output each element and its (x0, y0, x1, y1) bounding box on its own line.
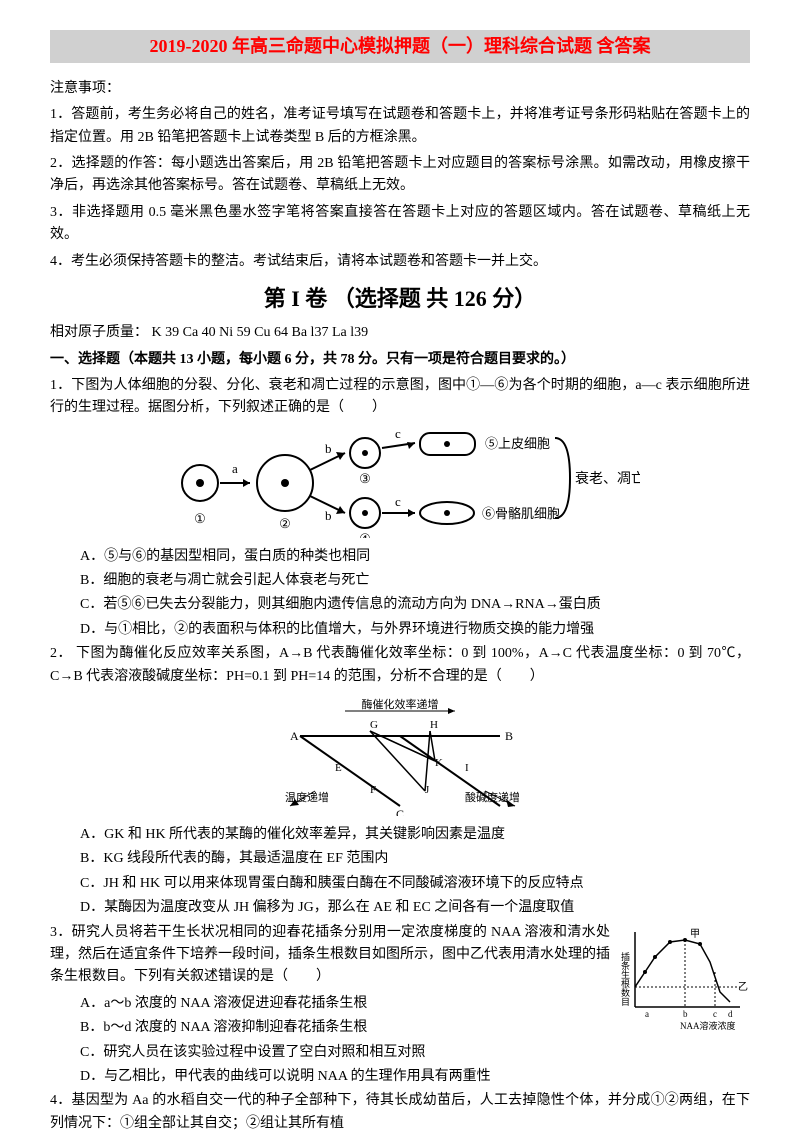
q1-opt-c: C．若⑤⑥已失去分裂能力，则其细胞内遗传信息的流动方向为 DNA→RNA→蛋白质 (50, 594, 750, 616)
notice-2: 2．选择题的作答：每小题选出答案后，用 2B 铅笔把答题卡上对应题目的答案标号涂… (50, 153, 750, 198)
svg-text:E: E (335, 762, 342, 774)
svg-text:a: a (232, 461, 238, 476)
svg-text:F: F (370, 784, 376, 796)
q2-opt-c: C．JH 和 HK 可以用来体现胃蛋白酶和胰蛋白酶在不同酸碱溶液环境下的反应特点 (50, 873, 750, 895)
notice-1: 1．答题前，考生务必将自己的姓名，准考证号填写在试题卷和答题卡上，并将准考证号条… (50, 104, 750, 149)
svg-text:B: B (505, 729, 513, 743)
q1-opt-b: B．细胞的衰老与凋亡就会引起人体衰老与死亡 (50, 570, 750, 592)
q1-opt-a: A．⑤与⑥的基因型相同，蛋白质的种类也相同 (50, 546, 750, 568)
svg-text:C: C (396, 807, 404, 816)
q2-opt-a: A．GK 和 HK 所代表的某酶的催化效率差异，其关键影响因素是温度 (50, 824, 750, 846)
svg-text:④: ④ (359, 531, 371, 538)
q3-chart: 甲 乙 a b c d 插条生根数目 NAA溶液浓度 (620, 922, 750, 1032)
notice-3: 3．非选择题用 0.5 毫米黑色墨水签字笔将答案直接答在答题卡上对应的答题区域内… (50, 202, 750, 247)
exam-title: 2019-2020 年高三命题中心模拟押题（一）理科综合试题 含答案 (50, 30, 750, 63)
q2-diagram: A B C G H E F J I K 酶催化效率递增 温度递增 酸碱度递增 (50, 696, 750, 816)
svg-text:d: d (728, 1009, 733, 1019)
svg-text:c: c (395, 494, 401, 509)
q1-diagram: ① a ② b b ③ ④ c c ⑤上皮细胞 ⑥骨骼肌细胞 衰老、凋亡 (50, 428, 750, 538)
svg-text:⑥骨骼肌细胞: ⑥骨骼肌细胞 (482, 506, 560, 521)
svg-text:K: K (435, 757, 443, 769)
atomic-mass: 相对原子质量： K 39 Ca 40 Ni 59 Cu 64 Ba l37 La… (50, 322, 750, 344)
q1-text: 1．下图为人体细胞的分裂、分化、衰老和凋亡过程的示意图，图中①—⑥为各个时期的细… (50, 375, 750, 420)
svg-text:A: A (290, 729, 299, 743)
svg-text:H: H (430, 719, 438, 731)
q4-text: 4．基因型为 Aa 的水稻自交一代的种子全部种下，待其长成幼苗后，人工去掉隐性个… (50, 1090, 750, 1135)
q2-opt-b: B．KG 线段所代表的酶，其最适温度在 EF 范围内 (50, 848, 750, 870)
section-title: 第 I 卷 （选择题 共 126 分） (50, 281, 750, 316)
svg-text:G: G (370, 719, 378, 731)
svg-text:①: ① (194, 511, 206, 526)
notice-4: 4．考生必须保持答题卡的整洁。考试结束后，请将本试题卷和答题卡一并上交。 (50, 251, 750, 273)
svg-text:甲: 甲 (690, 929, 700, 940)
q3-opt-d: D．与乙相比，甲代表的曲线可以说明 NAA 的生理作用具有两重性 (50, 1066, 610, 1088)
q3-opt-a: A．a～b 浓度的 NAA 溶液促进迎春花插条生根 (50, 993, 610, 1015)
svg-text:⑤上皮细胞: ⑤上皮细胞 (485, 436, 550, 451)
svg-text:b: b (683, 1009, 688, 1019)
question-header: 一、选择题（本题共 13 小题，每小题 6 分，共 78 分。只有一项是符合题目… (50, 349, 750, 371)
svg-text:c: c (395, 428, 401, 441)
notice-label: 注意事项： (50, 78, 750, 100)
svg-text:b: b (325, 508, 332, 523)
svg-text:c: c (713, 1009, 717, 1019)
svg-text:衰老、凋亡: 衰老、凋亡 (575, 470, 640, 487)
svg-text:②: ② (279, 516, 291, 531)
svg-text:NAA溶液浓度: NAA溶液浓度 (680, 1020, 736, 1031)
naa-chart-svg: 甲 乙 a b c d 插条生根数目 NAA溶液浓度 (620, 922, 750, 1032)
svg-text:b: b (325, 441, 332, 456)
q2-stem: 2． 下图为酶催化反应效率关系图，A→B 代表酶催化效率坐标：0 到 100%，… (50, 646, 750, 683)
q3-text: 3．研究人员将若干生长状况相同的迎春花插条分别用一定浓度梯度的 NAA 溶液和清… (50, 922, 610, 989)
q1-opt-d: D．与①相比，②的表面积与体积的比值增大，与外界环境进行物质交换的能力增强 (50, 619, 750, 641)
svg-text:I: I (465, 762, 469, 774)
svg-text:温度递增: 温度递增 (285, 790, 329, 804)
q3-container: 3．研究人员将若干生长状况相同的迎春花插条分别用一定浓度梯度的 NAA 溶液和清… (50, 922, 750, 1091)
svg-text:插条生根数目: 插条生根数目 (620, 950, 630, 1005)
q2-text: 2． 下图为酶催化反应效率关系图，A→B 代表酶催化效率坐标：0 到 100%，… (50, 643, 750, 688)
svg-text:酶催化效率递增: 酶催化效率递增 (362, 697, 439, 711)
cell-diagram-svg: ① a ② b b ③ ④ c c ⑤上皮细胞 ⑥骨骼肌细胞 衰老、凋亡 (160, 428, 640, 538)
q3-opt-b: B．b～d 浓度的 NAA 溶液抑制迎春花插条生根 (50, 1017, 610, 1039)
svg-text:a: a (645, 1009, 649, 1019)
svg-text:乙: 乙 (738, 981, 748, 993)
q1-stem: 1．下图为人体细胞的分裂、分化、衰老和凋亡过程的示意图，图中①—⑥为各个时期的细… (50, 378, 750, 415)
q3-opt-c: C．研究人员在该实验过程中设置了空白对照和相互对照 (50, 1042, 610, 1064)
q2-opt-d: D．某酶因为温度改变从 JH 偏移为 JG，那么在 AE 和 EC 之间各有一个… (50, 897, 750, 919)
enzyme-diagram-svg: A B C G H E F J I K 酶催化效率递增 温度递增 酸碱度递增 (270, 696, 530, 816)
svg-text:③: ③ (359, 471, 371, 486)
svg-text:酸碱度递增: 酸碱度递增 (465, 790, 520, 804)
